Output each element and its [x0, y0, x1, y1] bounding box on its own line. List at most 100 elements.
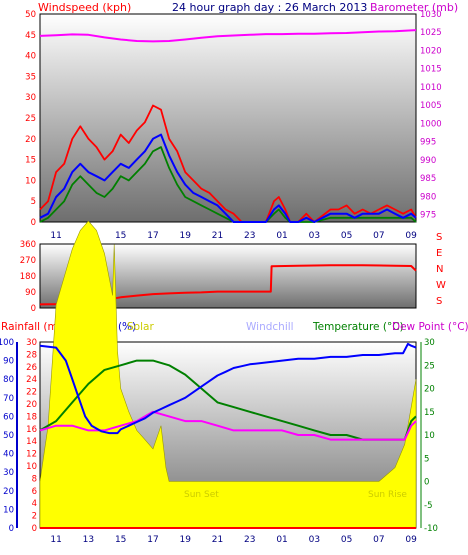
hour-tick-label: 13: [83, 535, 94, 545]
rainfall-tick: 0: [32, 524, 37, 534]
direction-tick: 180: [20, 272, 36, 282]
rainfall-tick: 8: [32, 474, 37, 484]
windspeed-tick: 50: [25, 10, 36, 20]
temperature-tick: -5: [424, 501, 432, 511]
barometer-tick: 1005: [420, 101, 442, 111]
barometer-tick: 1020: [420, 46, 442, 56]
compass-label: E: [436, 248, 442, 259]
rainfall-tick: 4: [32, 499, 37, 509]
barometer-tick: 980: [420, 192, 436, 202]
humidity-tick-labels: 0 10 20 30 40 50 60 70 80 90 100: [0, 338, 14, 534]
humidity-tick: 60: [3, 412, 14, 422]
hour-tick-label: 01: [276, 231, 287, 241]
temp-hour-tick-labels: 11 13 15 17 19 21 23 01 03 05 07 09: [50, 535, 417, 545]
hour-tick-label: 03: [309, 535, 320, 545]
hour-tick-label: 21: [212, 535, 223, 545]
windchill-legend: Windchill: [246, 321, 294, 333]
hour-tick-label: 17: [147, 535, 158, 545]
direction-tick: 0: [31, 304, 36, 314]
direction-tick: 270: [20, 256, 36, 266]
humidity-tick: 40: [3, 450, 14, 460]
windspeed-tick-labels: 0 5 10 15 20 25 30 35 40 45 50: [25, 10, 36, 228]
solar-legend: Solar: [127, 321, 154, 333]
humidity-tick: 100: [0, 338, 14, 348]
hour-tick-label: 23: [244, 535, 255, 545]
rainfall-tick: 14: [26, 437, 37, 447]
hour-tick-label: 05: [341, 535, 352, 545]
hour-tick-label: 11: [50, 535, 61, 545]
barometer-tick: 1025: [420, 28, 442, 38]
hour-tick-label: 23: [244, 231, 255, 241]
hour-tick-label: 07: [373, 231, 384, 241]
hour-tick-label: 03: [309, 231, 320, 241]
average-wind-line: [39, 133, 417, 223]
dewpoint-legend: Dew Point (°C): [392, 321, 468, 333]
rainfall-tick: 30: [26, 338, 37, 348]
sunset-annotation: Sun Set: [184, 490, 219, 500]
temperature-tick: 0: [424, 478, 429, 488]
sunrise-annotation: Sun Rise: [368, 490, 407, 500]
rainfall-tick: 28: [26, 350, 37, 360]
wind-barometer-series: [39, 29, 417, 223]
windspeed-tick: 15: [25, 156, 36, 166]
hour-tick-label: 15: [115, 231, 126, 241]
windspeed-tick: 25: [25, 114, 36, 124]
rainfall-tick: 22: [26, 388, 37, 398]
rainfall-tick: 2: [32, 512, 37, 522]
gust-line: [39, 104, 417, 223]
compass-label: N: [436, 264, 443, 275]
barometer-tick: 975: [420, 211, 436, 221]
temperature-tick-labels: -10 -5 0 5 10 15 20 25 30: [424, 338, 438, 534]
barometer-tick: 985: [420, 174, 436, 184]
windspeed-axis-label: Windspeed (kph): [38, 1, 131, 14]
temperature-tick: 15: [424, 408, 435, 418]
barometer-tick-labels: 975 980 985 990 995 1000 1005 1010 1015 1020 1025 1…: [420, 10, 442, 221]
direction-tick: 360: [20, 240, 36, 250]
barometer-axis-label: Barometer (mb): [370, 1, 458, 14]
barometer-tick: 1030: [420, 10, 442, 20]
temperature-tick: -10: [424, 524, 438, 534]
humidity-tick: 70: [3, 394, 14, 404]
solar-area: [39, 220, 417, 529]
dewpoint-line: [39, 410, 417, 441]
windspeed-tick: 45: [25, 31, 36, 41]
humidity-tick: 90: [3, 357, 14, 367]
humidity-tick: 0: [9, 524, 14, 534]
hour-tick-label: 17: [147, 231, 158, 241]
humidity-tick: 20: [3, 487, 14, 497]
humidity-tick: 50: [3, 431, 14, 441]
wind-plot-area: [39, 13, 417, 223]
direction-tick: 90: [25, 288, 36, 298]
windspeed-tick: 5: [31, 197, 36, 207]
temperature-tick: 20: [424, 385, 435, 395]
rainfall-tick: 16: [26, 425, 37, 435]
barometer-line: [39, 29, 417, 43]
compass-label: S: [436, 232, 442, 243]
temperature-legend: Temperature (°C): [312, 321, 404, 333]
hour-tick-label: 01: [276, 535, 287, 545]
rainfall-tick: 20: [26, 400, 37, 410]
rainfall-tick: 18: [26, 412, 37, 422]
windspeed-tick: 20: [25, 135, 36, 145]
windspeed-tick: 30: [25, 93, 36, 103]
barometer-tick: 1015: [420, 65, 442, 75]
temperature-tick: 10: [424, 431, 435, 441]
direction-tick-labels: 0 90 180 270 360: [20, 240, 36, 314]
barometer-tick: 1010: [420, 83, 442, 93]
temperature-tick: 25: [424, 361, 435, 371]
wind-barometer-panel: Windspeed (kph) 24 hour graph day : 26 M…: [25, 1, 458, 241]
hour-tick-label: 19: [180, 535, 192, 545]
compass-label: S: [436, 296, 442, 307]
temperature-tick: 30: [424, 338, 435, 348]
temperature-tick: 5: [424, 454, 429, 464]
average-wind-line-green: [39, 146, 417, 223]
windspeed-tick: 0: [31, 218, 36, 228]
hour-tick-label: 09: [405, 535, 417, 545]
hour-tick-label: 05: [341, 231, 352, 241]
rainfall-tick: 24: [26, 375, 37, 385]
